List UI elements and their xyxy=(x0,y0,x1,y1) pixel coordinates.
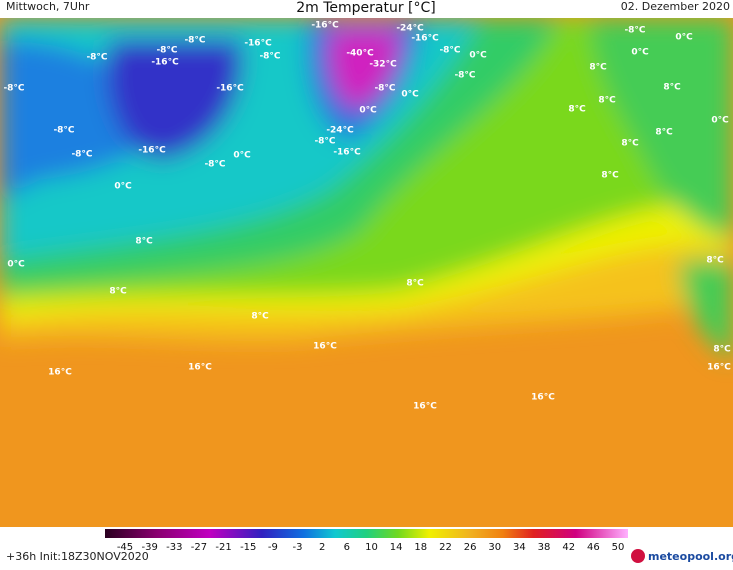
isotherm-label: 8°C xyxy=(621,139,639,149)
isotherm-label: -24°C xyxy=(326,126,354,136)
isotherm-label: 0°C xyxy=(233,151,251,161)
isotherm-label: -16°C xyxy=(138,146,166,156)
colorbar-tick-label: -27 xyxy=(191,542,207,553)
isotherm-label: -8°C xyxy=(454,71,475,81)
isotherm-label: 8°C xyxy=(568,105,586,115)
isotherm-label: -8°C xyxy=(374,84,395,94)
isotherm-label: 16°C xyxy=(707,363,731,373)
isotherm-label: -8°C xyxy=(156,46,177,56)
colorbar-tick-label: 46 xyxy=(587,542,600,553)
run-info: +36h Init:18Z30NOV2020 xyxy=(6,550,149,563)
isotherm-label: -16°C xyxy=(333,148,361,158)
isotherm-label: 8°C xyxy=(663,83,681,93)
isotherm-label: -8°C xyxy=(439,46,460,56)
isotherm-label: 16°C xyxy=(48,368,72,378)
valid-date: 02. Dezember 2020 xyxy=(621,0,730,13)
colorbar-tick-label: 30 xyxy=(488,542,501,553)
colorbar-tick-label: 42 xyxy=(562,542,575,553)
isotherm-label: -16°C xyxy=(151,58,179,68)
colorbar-tick-label: -21 xyxy=(215,542,231,553)
isotherm-label: 0°C xyxy=(631,48,649,58)
isotherm-label: -8°C xyxy=(259,52,280,62)
isotherm-label: 8°C xyxy=(713,345,731,355)
colorbar-tick-label: -15 xyxy=(240,542,256,553)
isotherm-label: 0°C xyxy=(711,116,729,126)
isotherm-label: 0°C xyxy=(675,33,693,43)
colorbar-tick-label: -39 xyxy=(141,542,157,553)
isotherm-label: 16°C xyxy=(413,402,437,412)
colorbar-tick-label: 34 xyxy=(513,542,526,553)
colorbar xyxy=(105,529,628,538)
isotherm-label: -8°C xyxy=(71,150,92,160)
isotherm-label: 16°C xyxy=(313,342,337,352)
brand: meteopool.org xyxy=(648,550,733,563)
isotherm-label: 8°C xyxy=(135,237,153,247)
isotherm-label: 8°C xyxy=(251,312,269,322)
brand-logo xyxy=(631,549,645,563)
isotherm-label: 8°C xyxy=(406,279,424,289)
isotherm-label: -8°C xyxy=(3,84,24,94)
isotherm-label: -8°C xyxy=(204,160,225,170)
isotherm-label: -8°C xyxy=(86,53,107,63)
isotherm-label: -8°C xyxy=(624,26,645,36)
colorbar-tick-label: 10 xyxy=(365,542,378,553)
colorbar-tick-label: -45 xyxy=(117,542,133,553)
colorbar-tick-label: 26 xyxy=(464,542,477,553)
colorbar-tick-label: -9 xyxy=(268,542,278,553)
colorbar-tick-label: -33 xyxy=(166,542,182,553)
colorbar-tick-label: 14 xyxy=(390,542,403,553)
isotherm-label: 8°C xyxy=(589,63,607,73)
isotherm-label: 8°C xyxy=(655,128,673,138)
isotherm-label: -24°C xyxy=(396,24,424,34)
isotherm-label: -16°C xyxy=(244,39,272,49)
isotherm-label: 0°C xyxy=(114,182,132,192)
isotherm-label: -40°C xyxy=(346,49,374,59)
isotherm-label: 8°C xyxy=(109,287,127,297)
isotherm-label: -16°C xyxy=(411,34,439,44)
valid-day: Mittwoch, 7Uhr xyxy=(6,0,90,13)
colorbar-tick-label: 22 xyxy=(439,542,452,553)
colorbar-tick-label: -3 xyxy=(293,542,303,553)
isotherm-label: -8°C xyxy=(314,137,335,147)
isotherm-label: -16°C xyxy=(216,84,244,94)
isotherm-label: 0°C xyxy=(359,106,377,116)
isotherm-label: 16°C xyxy=(188,363,212,373)
isotherm-label: 8°C xyxy=(706,256,724,266)
isotherm-label: 8°C xyxy=(601,171,619,181)
temperature-field xyxy=(0,18,733,527)
colorbar-tick-label: 50 xyxy=(612,542,625,553)
isotherm-label: -8°C xyxy=(184,36,205,46)
isotherm-label: 8°C xyxy=(598,96,616,106)
isotherm-label: -8°C xyxy=(53,126,74,136)
isotherm-label: -32°C xyxy=(369,60,397,70)
map-title: 2m Temperatur [°C] xyxy=(296,0,436,16)
isotherm-label: 0°C xyxy=(7,260,25,270)
isotherm-label: 16°C xyxy=(531,393,555,403)
colorbar-tick-label: 2 xyxy=(319,542,325,553)
isotherm-label: 0°C xyxy=(469,51,487,61)
colorbar-tick-label: 6 xyxy=(344,542,350,553)
isotherm-label: 0°C xyxy=(401,90,419,100)
colorbar-tick-label: 18 xyxy=(414,542,427,553)
colorbar-tick-label: 38 xyxy=(538,542,551,553)
isotherm-label: -16°C xyxy=(311,21,339,31)
